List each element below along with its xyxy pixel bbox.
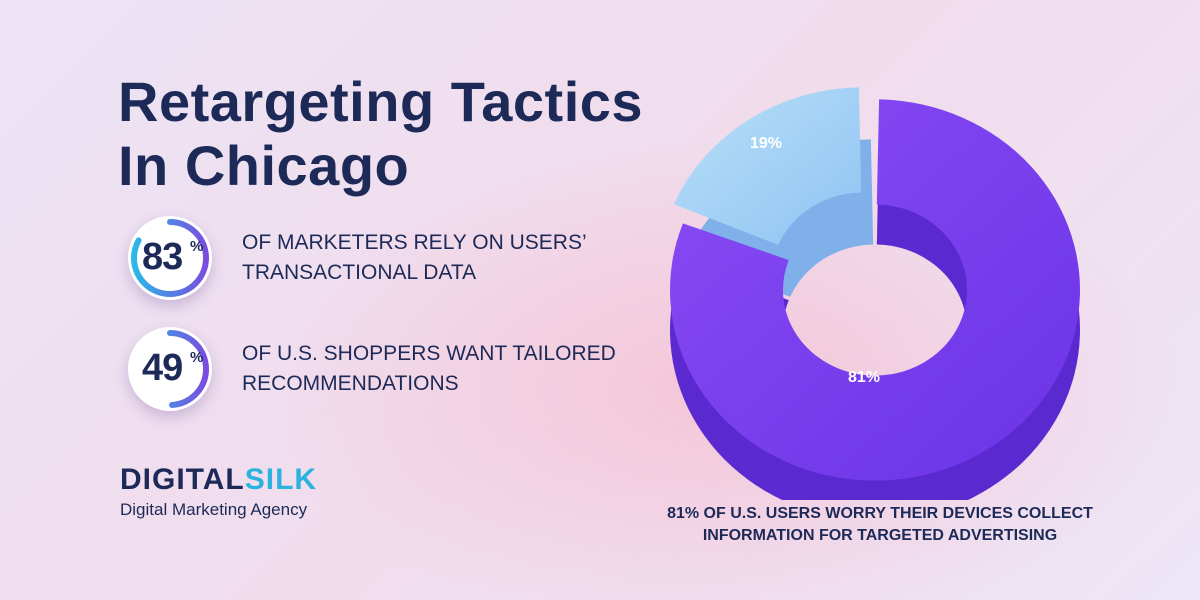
stat-text: OF U.S. SHOPPERS WANT TAILORED RECOMMEND…: [242, 342, 616, 395]
title-line-1: Retargeting Tactics: [118, 70, 644, 133]
stat-49: 49 % OF U.S. SHOPPERS WANT TAILORED RECO…: [128, 327, 622, 411]
slice-19%: [673, 87, 862, 245]
page-title: Retargeting Tactics In Chicago: [118, 70, 643, 198]
chart-caption: 81% OF U.S. USERS WORRY THEIR DEVICES CO…: [667, 505, 1093, 544]
title-line-2: In Chicago: [118, 134, 410, 197]
slice-label-19: 19%: [750, 135, 782, 152]
stat-text: OF MARKETERS RELY ON USERS’ TRANSACTIONA…: [242, 231, 586, 284]
stat-unit: %: [190, 349, 204, 366]
stat-unit: %: [190, 238, 204, 255]
donut-chart: 19% 81%: [669, 87, 1080, 500]
progress-ring: [131, 219, 209, 297]
progress-ring: [131, 330, 209, 408]
stat-83: 83 % OF MARKETERS RELY ON USERS’ TRANSAC…: [128, 216, 622, 300]
slice-81%: [669, 99, 1080, 481]
stat-ring: 49 %: [128, 327, 212, 411]
digitalsilk-logo: DIGITALSILK: [120, 463, 318, 496]
slice-label-81: 81%: [848, 369, 880, 386]
stat-ring: 83 %: [128, 216, 212, 300]
stat-value: 83: [142, 236, 183, 278]
stat-value: 49: [142, 347, 183, 389]
logo-tagline: Digital Marketing Agency: [120, 500, 308, 519]
